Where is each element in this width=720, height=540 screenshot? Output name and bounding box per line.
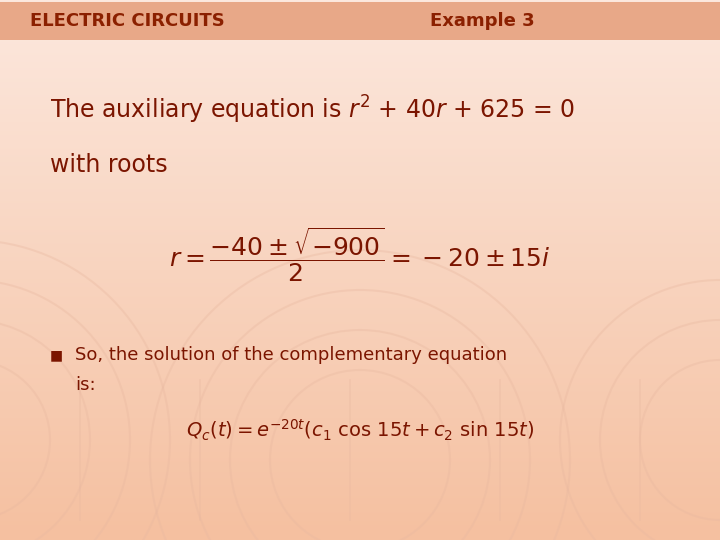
Text: $r = \dfrac{-40 \pm \sqrt{-900}}{2} = -20 \pm 15i$: $r = \dfrac{-40 \pm \sqrt{-900}}{2} = -2… — [169, 226, 551, 284]
Text: The auxiliary equation is $r^2$ + 40$r$ + 625 = 0: The auxiliary equation is $r^2$ + 40$r$ … — [50, 94, 575, 126]
Text: $Q_c(t) = e^{-20t}(c_1\ \mathrm{cos}\ 15t + c_2\ \mathrm{sin}\ 15t)$: $Q_c(t) = e^{-20t}(c_1\ \mathrm{cos}\ 15… — [186, 417, 534, 443]
Text: is:: is: — [75, 376, 96, 394]
Text: ■: ■ — [50, 348, 63, 362]
Bar — [0, 2, 720, 40]
Text: with roots: with roots — [50, 153, 168, 177]
Text: ELECTRIC CIRCUITS: ELECTRIC CIRCUITS — [30, 12, 225, 30]
Text: Example 3: Example 3 — [430, 12, 535, 30]
Text: So, the solution of the complementary equation: So, the solution of the complementary eq… — [75, 346, 507, 364]
